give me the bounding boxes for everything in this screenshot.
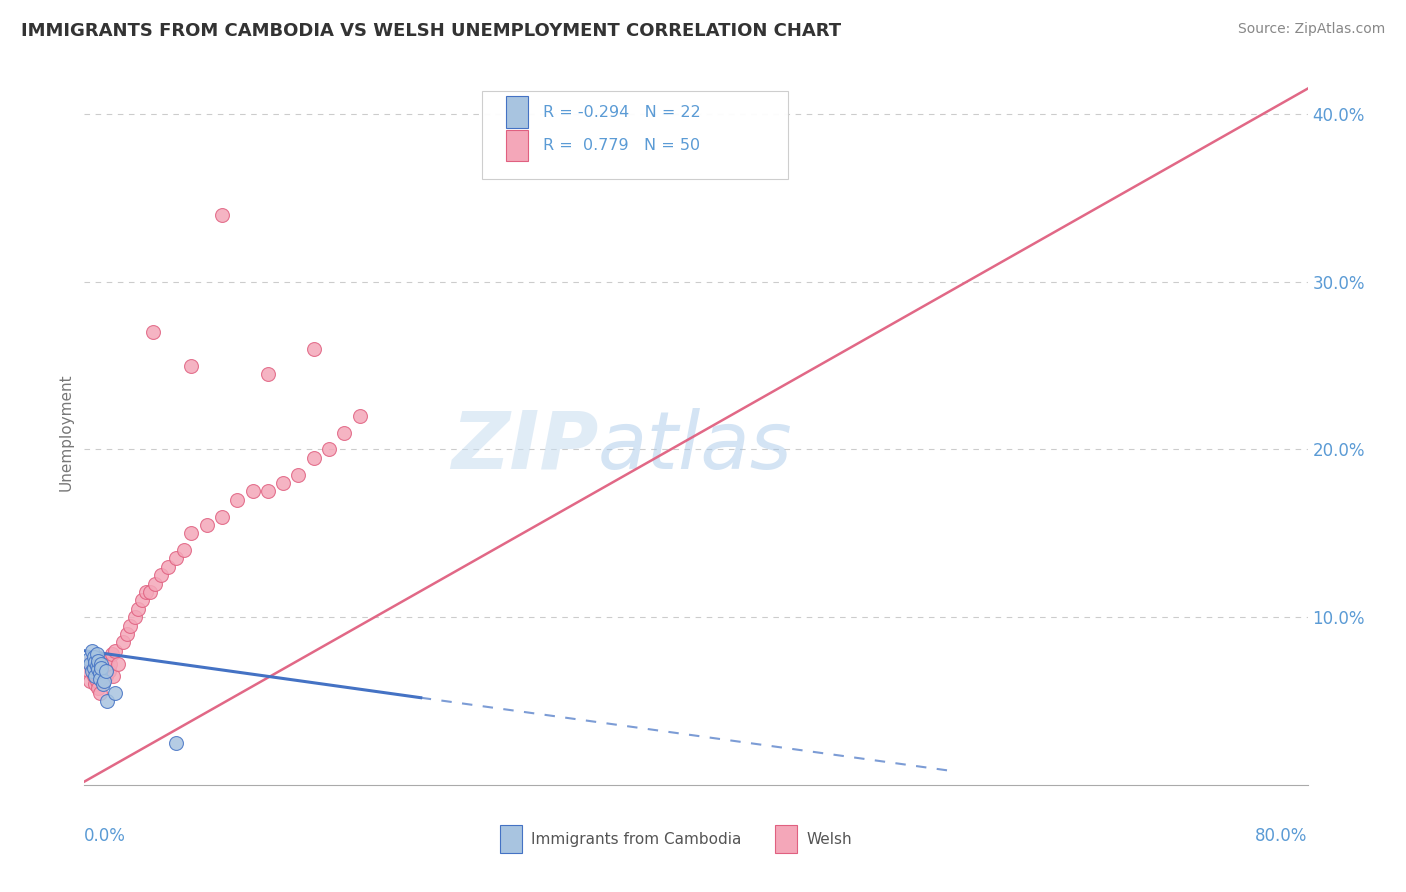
- Text: atlas: atlas: [598, 408, 793, 486]
- Point: [287, 467, 309, 482]
- Point: [94, 669, 117, 683]
- FancyBboxPatch shape: [482, 91, 787, 179]
- Point: [173, 543, 195, 558]
- Point: [84, 664, 107, 678]
- Point: [89, 656, 111, 670]
- Point: [90, 657, 112, 672]
- Point: [226, 492, 249, 507]
- FancyBboxPatch shape: [506, 129, 529, 161]
- Point: [87, 669, 110, 683]
- Point: [89, 673, 111, 687]
- Point: [139, 585, 162, 599]
- Point: [89, 665, 111, 680]
- Point: [211, 207, 233, 221]
- Point: [80, 644, 103, 658]
- Point: [257, 484, 280, 499]
- Point: [302, 342, 325, 356]
- Text: Immigrants from Cambodia: Immigrants from Cambodia: [531, 831, 741, 847]
- Point: [93, 660, 115, 674]
- Point: [242, 484, 264, 499]
- Point: [318, 442, 340, 457]
- Point: [103, 669, 125, 683]
- Text: 80.0%: 80.0%: [1256, 827, 1308, 846]
- Text: 0.0%: 0.0%: [84, 827, 127, 846]
- Point: [84, 669, 107, 683]
- Point: [87, 681, 110, 695]
- Point: [127, 602, 149, 616]
- Point: [96, 694, 118, 708]
- Point: [271, 475, 294, 490]
- Point: [142, 325, 165, 339]
- FancyBboxPatch shape: [506, 96, 529, 128]
- Point: [165, 736, 187, 750]
- Text: Source: ZipAtlas.com: Source: ZipAtlas.com: [1237, 22, 1385, 37]
- Point: [257, 367, 280, 381]
- Point: [111, 635, 134, 649]
- Point: [211, 509, 233, 524]
- Point: [149, 568, 172, 582]
- Point: [80, 664, 103, 678]
- Point: [91, 673, 114, 688]
- FancyBboxPatch shape: [501, 825, 522, 854]
- Point: [90, 660, 112, 674]
- Point: [84, 677, 107, 691]
- Point: [115, 627, 138, 641]
- Point: [86, 650, 108, 665]
- Text: Welsh: Welsh: [806, 831, 852, 847]
- Point: [302, 450, 325, 465]
- Text: ZIP: ZIP: [451, 408, 598, 486]
- Point: [87, 662, 110, 676]
- Point: [86, 658, 108, 673]
- Point: [77, 652, 100, 666]
- Point: [86, 673, 108, 688]
- Point: [90, 664, 112, 678]
- Point: [157, 559, 180, 574]
- Point: [97, 664, 120, 678]
- Point: [180, 526, 202, 541]
- Point: [83, 650, 105, 665]
- Point: [77, 664, 100, 678]
- Point: [101, 647, 124, 661]
- Point: [333, 425, 356, 440]
- Point: [79, 657, 101, 672]
- Point: [89, 686, 111, 700]
- Point: [98, 657, 121, 672]
- Point: [87, 654, 110, 668]
- Text: R =  0.779   N = 50: R = 0.779 N = 50: [543, 138, 700, 153]
- Point: [96, 652, 118, 666]
- Point: [107, 657, 129, 672]
- Point: [83, 657, 105, 672]
- Point: [143, 576, 166, 591]
- Point: [84, 656, 107, 670]
- Point: [120, 618, 142, 632]
- Point: [79, 673, 101, 688]
- Point: [80, 660, 103, 674]
- Point: [124, 610, 146, 624]
- Y-axis label: Unemployment: Unemployment: [58, 374, 73, 491]
- Point: [94, 664, 117, 678]
- FancyBboxPatch shape: [776, 825, 797, 854]
- Point: [104, 686, 127, 700]
- Point: [165, 551, 187, 566]
- Point: [135, 585, 157, 599]
- Point: [104, 644, 127, 658]
- Text: R = -0.294   N = 22: R = -0.294 N = 22: [543, 105, 700, 120]
- Text: IMMIGRANTS FROM CAMBODIA VS WELSH UNEMPLOYMENT CORRELATION CHART: IMMIGRANTS FROM CAMBODIA VS WELSH UNEMPL…: [21, 22, 841, 40]
- Point: [83, 669, 105, 683]
- Point: [86, 647, 108, 661]
- Point: [91, 677, 114, 691]
- Point: [83, 660, 105, 674]
- Point: [349, 409, 371, 423]
- Point: [195, 517, 218, 532]
- Point: [131, 593, 153, 607]
- Point: [180, 359, 202, 373]
- Point: [80, 652, 103, 666]
- Point: [93, 673, 115, 688]
